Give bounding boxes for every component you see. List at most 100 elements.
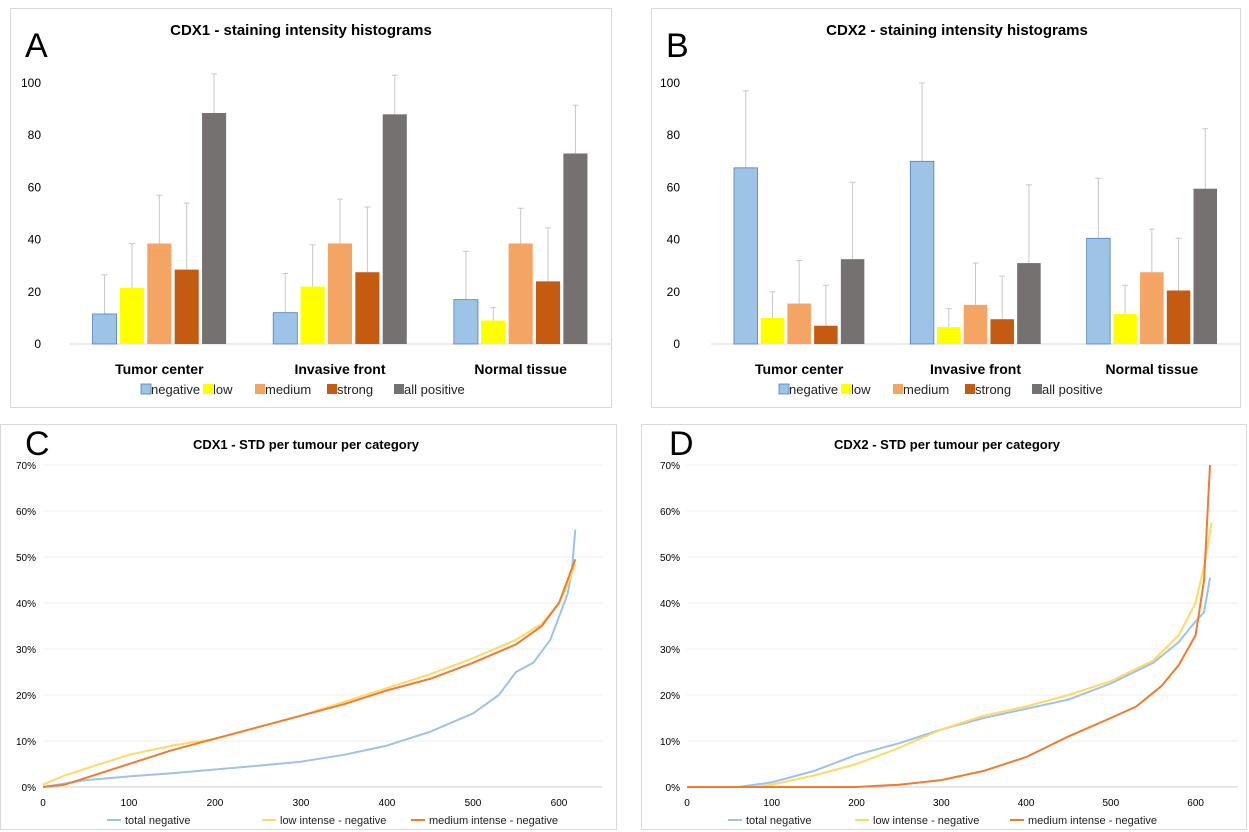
y-tick-label: 40%: [16, 599, 36, 610]
x-tick-label: 600: [1187, 798, 1204, 809]
y-tick-label: 0: [673, 337, 680, 351]
bar: [963, 304, 988, 344]
y-tick-label: 20%: [16, 691, 36, 702]
bar: [1017, 263, 1041, 344]
legend-label: medium: [265, 382, 311, 397]
series-line: [687, 577, 1211, 788]
series-line: [687, 464, 1211, 788]
bar-chart: CDX1 - staining intensity histograms 0 20 4…: [21, 22, 611, 397]
bar: [355, 272, 380, 344]
x-tick-label: 400: [1018, 798, 1035, 809]
legend-label: all positive: [404, 382, 465, 397]
bar: [1166, 290, 1191, 344]
y-tick-label: 70%: [660, 461, 680, 472]
legend-label: negative: [151, 382, 200, 397]
panel-letter: D: [669, 425, 694, 463]
y-tick-label: 60%: [16, 507, 36, 518]
x-tick-label: 0: [684, 798, 690, 809]
series-line: [42, 558, 577, 788]
bar: [119, 287, 145, 344]
y-tick-label: 50%: [16, 553, 36, 564]
legend-swatch: [327, 384, 337, 394]
x-tick-label: 400: [379, 798, 396, 809]
bar: [535, 281, 561, 344]
x-tick-label: 100: [763, 798, 780, 809]
y-tick-label: 100: [660, 76, 680, 90]
x-tick-label: 200: [207, 798, 224, 809]
bar: [760, 317, 785, 344]
legend-label: medium intense - negative: [429, 815, 558, 827]
bar: [937, 327, 961, 344]
panel-b: B CDX2 - staining intensity histograms 0 2…: [651, 8, 1241, 408]
legend-swatch: [203, 384, 213, 394]
y-tick-label: 40: [28, 233, 42, 247]
chart-title: CDX1 - STD per tumour per category: [193, 437, 420, 452]
legend-swatch: [965, 384, 975, 394]
legend-label: low: [851, 382, 871, 397]
legend-swatch: [255, 384, 265, 394]
bar: [147, 243, 172, 344]
chart-title: CDX1 - staining intensity histograms: [170, 22, 432, 39]
x-tick-label: 200: [848, 798, 865, 809]
legend-label: negative: [789, 382, 838, 397]
panel-c: C CDX1 - STD per tumour per category 0% 10…: [0, 424, 617, 830]
y-tick-label: 50%: [660, 553, 680, 564]
y-tick-label: 10%: [16, 737, 36, 748]
legend-label: total negative: [746, 815, 811, 827]
y-tick-label: 20: [667, 285, 681, 299]
category-label: Invasive front: [294, 361, 385, 377]
panel-letter: B: [666, 27, 689, 65]
y-tick-label: 0%: [22, 783, 37, 794]
bar: [814, 325, 838, 344]
y-tick-label: 60%: [660, 507, 680, 518]
y-tick-label: 40: [667, 233, 681, 247]
x-tick-label: 500: [1103, 798, 1120, 809]
y-tick-label: 20%: [660, 691, 680, 702]
x-tick-label: 300: [293, 798, 310, 809]
bar: [508, 243, 533, 344]
y-tick-label: 60: [667, 180, 681, 194]
line-chart: CDX1 - STD per tumour per category 0% 10% 2…: [16, 437, 602, 827]
x-tick-label: 300: [933, 798, 950, 809]
legend-label: low intense - negative: [280, 815, 386, 827]
bar: [1113, 313, 1137, 344]
series-line: [42, 563, 577, 786]
panel-letter: A: [25, 27, 48, 65]
legend-swatch: [140, 383, 152, 395]
bar: [1193, 188, 1218, 344]
y-tick-label: 20: [28, 285, 42, 299]
legend-swatch: [841, 384, 851, 394]
bar: [300, 286, 325, 344]
bar: [1086, 237, 1111, 345]
y-tick-label: 80: [667, 128, 681, 142]
category-label: Normal tissue: [1106, 361, 1199, 377]
bar: [787, 303, 811, 344]
bar: [272, 312, 298, 345]
legend-label: medium: [903, 382, 949, 397]
legend-swatch: [1032, 384, 1042, 394]
bar: [563, 153, 588, 344]
category-label: Normal tissue: [474, 361, 567, 377]
bar: [1140, 272, 1164, 344]
y-tick-label: 60: [28, 180, 42, 194]
legend-label: total negative: [125, 815, 190, 827]
bar: [92, 313, 118, 345]
bar: [327, 243, 353, 344]
bar: [909, 160, 935, 345]
bar: [382, 114, 407, 344]
bar-chart: CDX2 - staining intensity histograms 0 20 4…: [660, 22, 1240, 397]
series-line: [687, 522, 1213, 788]
y-tick-label: 10%: [660, 737, 680, 748]
bar: [840, 259, 865, 344]
bar: [174, 269, 199, 344]
x-tick-label: 0: [40, 798, 46, 809]
legend-label: all positive: [1042, 382, 1103, 397]
x-tick-label: 100: [121, 798, 138, 809]
bar: [990, 319, 1014, 344]
legend-label: low intense - negative: [873, 815, 979, 827]
y-tick-label: 0: [34, 337, 41, 351]
chart-title: CDX2 - staining intensity histograms: [826, 22, 1088, 39]
category-label: Tumor center: [115, 361, 204, 377]
series-line: [42, 529, 577, 788]
y-tick-label: 100: [21, 76, 41, 90]
